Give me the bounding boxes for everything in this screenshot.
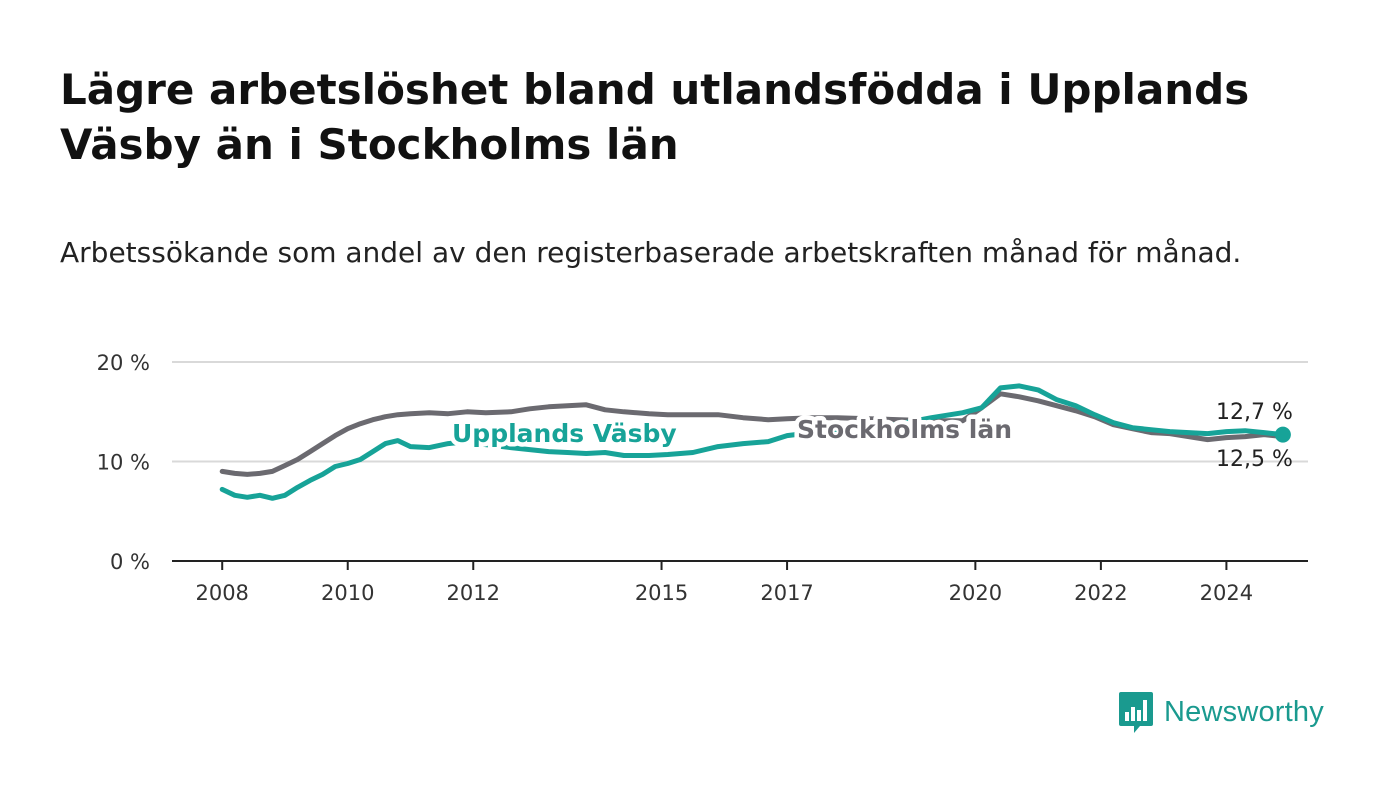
y-tick-label: 20 % [97, 351, 150, 375]
y-tick-label: 10 % [97, 451, 150, 475]
series-label-upplands-vasby-halo: Upplands Väsby [452, 419, 677, 448]
end-point-marker [1274, 426, 1291, 443]
gridlines [172, 361, 1308, 463]
x-tick-label: 2017 [760, 581, 813, 605]
x-tick-label: 2022 [1074, 581, 1127, 605]
newsworthy-logo: Newsworthy [1118, 690, 1324, 734]
x-axis: 2008 2010 2012 2015 2017 2020 2022 2024 [172, 560, 1308, 605]
series-lines [219, 383, 1291, 501]
end-value-stockholm: 12,5 % [1216, 447, 1293, 472]
brand-name: Newsworthy [1164, 695, 1324, 728]
series-label-stockholms-lan: Stockholms län [797, 415, 1012, 444]
series-label-stockholms-lan-halo: Stockholms län [797, 415, 1012, 444]
x-tick-label: 2024 [1200, 581, 1253, 605]
chart-subtitle: Arbetssökande som andel av den registerb… [60, 236, 1242, 269]
end-value-upplands: 12,7 % [1216, 400, 1293, 425]
x-tick-label: 2020 [949, 581, 1002, 605]
x-tick-label: 2012 [447, 581, 500, 605]
y-axis-ticks: 0 % 10 % 20 % [97, 351, 150, 574]
series-line-upplands-v-sby [219, 383, 1286, 501]
x-tick-label: 2008 [195, 581, 248, 605]
chart-title: Lägre arbetslöshet bland utlandsfödda i … [60, 65, 1250, 169]
x-tick-label: 2015 [635, 581, 688, 605]
newsworthy-logo-icon [1119, 692, 1153, 733]
series-label-upplands-vasby: Upplands Väsby [452, 419, 677, 448]
x-tick-label: 2010 [321, 581, 374, 605]
y-tick-label: 0 % [110, 550, 150, 574]
